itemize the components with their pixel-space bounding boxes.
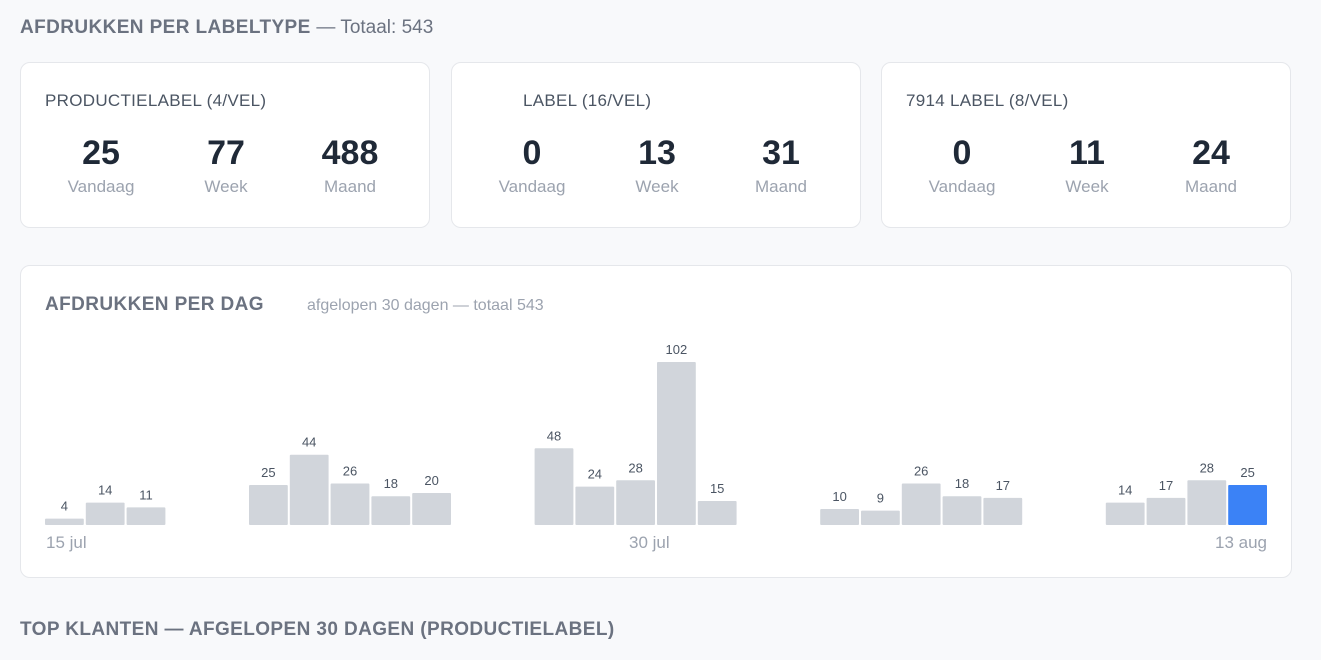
stat-today: 0 Vandaag xyxy=(477,133,587,197)
daily-bar-chart: 4 14 11 25 44 26 18 20 48 24 28 102 15 10 9 26 18 17 14 17 2… xyxy=(45,342,1267,525)
stat-month-label: Maand xyxy=(755,177,807,196)
top-customers-title: TOP KLANTEN — AFGELOPEN 30 DAGEN (PRODUC… xyxy=(20,619,615,640)
bar[interactable] xyxy=(85,502,125,525)
bar[interactable] xyxy=(1146,497,1186,525)
bar[interactable] xyxy=(534,448,574,525)
x-axis-mid-label: 30 jul xyxy=(629,533,670,552)
stat-today-value: 25 xyxy=(82,134,120,172)
bar-value-label: 14 xyxy=(1118,483,1132,498)
bar[interactable] xyxy=(861,510,900,525)
stat-week-label: Week xyxy=(1065,177,1109,196)
stat-week-value: 11 xyxy=(1069,134,1105,172)
bar[interactable] xyxy=(1105,502,1145,525)
bar[interactable] xyxy=(126,507,166,525)
page-total: — Totaal: 543 xyxy=(316,17,434,38)
bar-value-label: 102 xyxy=(666,342,688,357)
bar[interactable] xyxy=(616,480,655,525)
stat-today-value: 0 xyxy=(522,134,542,172)
x-axis-end-label: 13 aug xyxy=(1215,533,1267,552)
label-type-card-label-16: LABEL (16/VEL) 0 Vandaag 13 Week 31 Maan… xyxy=(451,62,861,228)
stat-today-label: Vandaag xyxy=(498,177,566,196)
card-title: PRODUCTIELABEL (4/VEL) xyxy=(45,91,267,110)
stat-month-value: 31 xyxy=(762,134,800,172)
stat-week-label: Week xyxy=(635,177,679,196)
bar-value-label: 17 xyxy=(996,478,1010,493)
bar[interactable] xyxy=(575,486,615,525)
chart-title: AFDRUKKEN PER DAG xyxy=(45,294,264,315)
bar-value-label: 24 xyxy=(588,467,602,482)
label-type-card-7914: 7914 LABEL (8/VEL) 0 Vandaag 11 Week 24 … xyxy=(881,62,1291,228)
bar-value-label: 25 xyxy=(261,465,275,480)
stat-month: 31 Maand xyxy=(726,133,836,197)
bar[interactable] xyxy=(901,483,941,525)
bar-value-label: 17 xyxy=(1159,478,1173,493)
stat-week-value: 13 xyxy=(638,134,676,172)
bar-value-label: 18 xyxy=(955,476,969,491)
stat-today-label: Vandaag xyxy=(928,177,996,196)
bar[interactable] xyxy=(657,362,696,525)
card-title: 7914 LABEL (8/VEL) xyxy=(906,91,1069,110)
bar[interactable] xyxy=(697,501,737,525)
stat-week: 77 Week xyxy=(171,133,281,197)
bar-value-label: 20 xyxy=(424,473,438,488)
bar[interactable] xyxy=(330,483,370,525)
stat-month-value: 488 xyxy=(321,134,379,172)
bar[interactable] xyxy=(820,509,859,525)
bar-value-label: 11 xyxy=(139,487,153,502)
stat-today: 0 Vandaag xyxy=(907,133,1017,197)
bar[interactable] xyxy=(249,485,288,525)
bar[interactable] xyxy=(942,496,982,525)
bar-value-label: 15 xyxy=(710,481,724,496)
bar[interactable] xyxy=(1187,480,1227,525)
chart-subtitle: afgelopen 30 dagen — totaal 543 xyxy=(307,297,544,314)
stat-week: 11 Week xyxy=(1032,133,1142,197)
bar-value-label: 18 xyxy=(384,476,398,491)
bar[interactable] xyxy=(289,454,329,525)
stat-week-value: 77 xyxy=(207,134,245,172)
bar-value-label: 26 xyxy=(343,463,357,478)
bar-value-label: 44 xyxy=(302,435,316,450)
stat-month: 24 Maand xyxy=(1156,133,1266,197)
stat-today-value: 0 xyxy=(952,134,972,172)
bar-value-label: 10 xyxy=(832,489,846,504)
bar-value-label: 25 xyxy=(1240,465,1254,480)
stat-week: 13 Week xyxy=(602,133,712,197)
stat-today: 25 Vandaag xyxy=(46,133,156,197)
bar-value-label: 28 xyxy=(1200,460,1214,475)
x-axis-start-label: 15 jul xyxy=(46,533,87,552)
page-title-text: AFDRUKKEN PER LABELTYPE xyxy=(20,17,311,38)
bar[interactable] xyxy=(371,496,411,525)
card-title: LABEL (16/VEL) xyxy=(523,91,652,110)
stat-week-label: Week xyxy=(204,177,248,196)
bar-value-label: 4 xyxy=(61,499,68,514)
bar-value-label: 26 xyxy=(914,463,928,478)
bar-value-label: 48 xyxy=(547,428,561,443)
bar-value-label: 9 xyxy=(877,491,884,506)
bar-today[interactable] xyxy=(1228,485,1267,525)
bar[interactable] xyxy=(45,518,84,525)
label-type-card-productielabel: PRODUCTIELABEL (4/VEL) 25 Vandaag 77 Wee… xyxy=(20,62,430,228)
stat-month-label: Maand xyxy=(1185,177,1237,196)
bar[interactable] xyxy=(983,497,1023,525)
stat-month-label: Maand xyxy=(324,177,376,196)
bar-value-label: 14 xyxy=(98,483,112,498)
stat-month-value: 24 xyxy=(1192,134,1230,172)
bar[interactable] xyxy=(412,493,451,525)
stat-today-label: Vandaag xyxy=(67,177,135,196)
bar-value-label: 28 xyxy=(628,460,642,475)
page-title: AFDRUKKEN PER LABELTYPE — Totaal: 543 xyxy=(20,17,433,39)
stat-month: 488 Maand xyxy=(295,133,405,197)
daily-prints-chart-card: AFDRUKKEN PER DAG afgelopen 30 dagen — t… xyxy=(20,265,1292,578)
